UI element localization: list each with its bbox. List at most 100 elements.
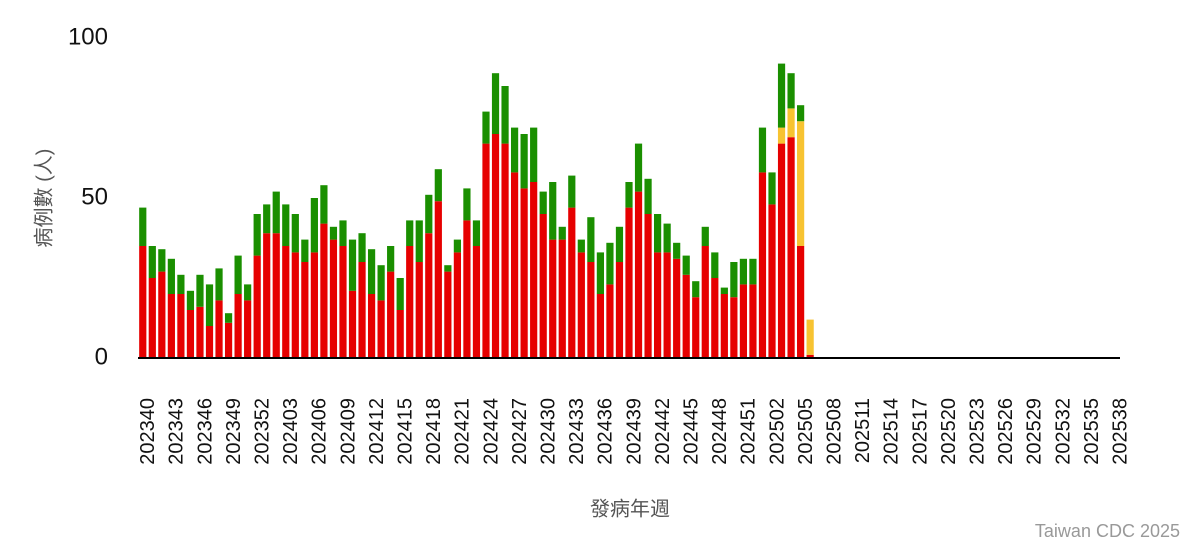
bar-segment (539, 214, 547, 358)
bar-segment (139, 246, 147, 358)
bar-segment (644, 178, 652, 214)
bar-segment (444, 271, 452, 358)
bar-segment (205, 326, 214, 358)
bar-segment (434, 201, 442, 358)
bar-segment (224, 322, 233, 358)
x-tick-label: 202412 (366, 398, 388, 465)
bar-segment (558, 239, 566, 358)
bar-segment (758, 127, 767, 173)
bar-segment (263, 233, 271, 358)
x-tick-label: 202352 (251, 398, 273, 465)
bar-segment (615, 226, 624, 262)
y-axis-label: 病例數 (人) (32, 149, 55, 248)
bar-segment (215, 300, 223, 358)
x-tick-label: 202514 (881, 398, 903, 465)
bar-segment (777, 143, 786, 358)
bar-segment (797, 121, 805, 246)
bar-segment (673, 242, 681, 259)
y-tick-label: 50 (81, 183, 108, 210)
x-tick-label: 202439 (623, 398, 645, 465)
bar-segment (711, 278, 719, 358)
bar-segment (358, 262, 366, 358)
bar-segment (520, 188, 528, 358)
bar-segment (587, 217, 595, 262)
bar-segment (701, 246, 709, 358)
bar-segment (797, 246, 805, 358)
bar-segment (806, 319, 814, 355)
bar-segment (739, 284, 748, 358)
bar-segment (301, 239, 309, 262)
bar-segment (320, 223, 328, 358)
bar-segment (196, 306, 204, 358)
bar-segment (282, 246, 290, 358)
bar-segment (158, 271, 166, 358)
bar-segment (301, 262, 309, 358)
bar-segment (768, 204, 776, 358)
y-tick-label: 100 (68, 23, 108, 50)
x-tick-label: 202427 (509, 398, 531, 465)
bar-segment (663, 223, 671, 253)
bar-segment (634, 143, 643, 192)
bar-segment (234, 255, 242, 294)
bar-segment (415, 262, 423, 358)
x-tick-label: 202511 (852, 398, 874, 463)
bar-segment (701, 226, 709, 246)
bar-segment (463, 188, 471, 221)
bar-segment (367, 294, 376, 358)
bar-segment (224, 313, 233, 323)
x-tick-label: 202535 (1081, 398, 1103, 465)
x-tick-label: 202343 (166, 398, 188, 465)
bar-segment (711, 252, 719, 278)
x-tick-label: 202517 (909, 398, 931, 465)
y-tick-label: 0 (95, 343, 108, 370)
bar-segment (463, 220, 471, 358)
bar-segment (787, 108, 795, 138)
bar-segment (329, 239, 338, 358)
x-tick-label: 202424 (480, 398, 502, 465)
bar-segment (425, 194, 433, 234)
bar-segment (806, 354, 814, 358)
bar-segment (654, 214, 662, 253)
bar-segment (730, 262, 738, 298)
bar-segment (777, 63, 786, 128)
bar-segment (272, 191, 280, 234)
x-tick-label: 202406 (309, 398, 331, 465)
bar-segment (539, 191, 547, 214)
bar-segment (568, 175, 576, 208)
bar-segment (406, 220, 414, 246)
bar-segment (491, 134, 500, 358)
bar-segment (520, 134, 528, 189)
bar-segment (596, 294, 604, 358)
bar-segment (692, 281, 700, 298)
bar-segment (139, 207, 147, 246)
bar-segment (177, 274, 185, 294)
bar-segment (692, 297, 700, 358)
bar-segment (310, 198, 318, 253)
bar-segment (339, 220, 347, 246)
bar-segment (377, 265, 385, 301)
bar-segment (682, 255, 690, 275)
bar-segment (387, 246, 395, 272)
bar-segment (205, 284, 214, 326)
bar-segment (482, 143, 490, 358)
bar-segment (177, 294, 185, 358)
bar-segment (272, 233, 280, 358)
bar-segment (253, 214, 261, 256)
bar-segment (530, 182, 538, 358)
bar-segment (797, 105, 805, 122)
bar-segment (472, 220, 481, 246)
bar-segment (568, 207, 576, 358)
bar-segment (263, 204, 271, 234)
bar-segment (310, 252, 318, 358)
x-tick-label: 202508 (823, 398, 845, 465)
bar-segment (167, 258, 175, 294)
bar-segment (148, 278, 156, 358)
bar-segment (758, 172, 767, 358)
x-tick-label: 202433 (566, 398, 588, 465)
bar-segment (777, 127, 786, 144)
bar-segment (749, 284, 757, 358)
bar-segment (501, 86, 509, 144)
x-tick-label: 202538 (1110, 398, 1132, 465)
bar-segment (730, 297, 738, 358)
bar-segment (158, 249, 166, 272)
